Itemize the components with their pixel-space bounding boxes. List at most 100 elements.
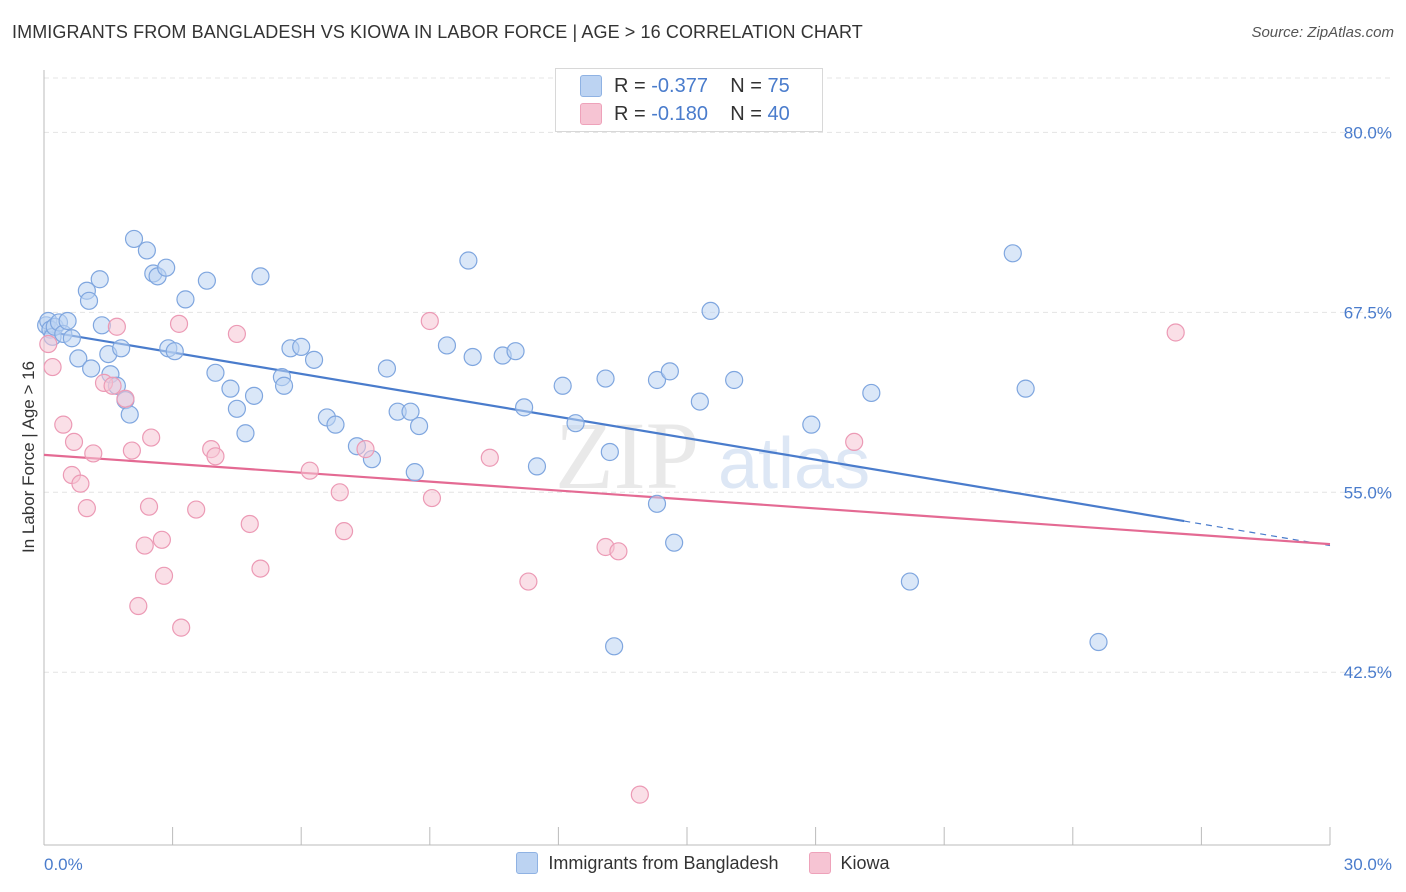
- correlation-legend: R = -0.377 N = 75 R = -0.180 N = 40: [555, 68, 823, 132]
- legend-item-bangladesh: Immigrants from Bangladesh: [516, 852, 779, 874]
- point-kiowa: [480, 448, 499, 467]
- point-bangladesh: [165, 342, 184, 361]
- point-bangladesh: [197, 271, 216, 290]
- legend-label-kiowa: Kiowa: [840, 852, 890, 873]
- point-bangladesh: [665, 533, 684, 552]
- point-bangladesh: [647, 494, 667, 513]
- point-kiowa: [240, 514, 259, 534]
- point-bangladesh: [647, 370, 667, 390]
- point-bangladesh: [244, 386, 264, 405]
- point-bangladesh: [701, 301, 720, 320]
- point-kiowa: [152, 530, 171, 549]
- point-bangladesh: [802, 415, 821, 434]
- point-kiowa: [71, 474, 90, 493]
- trend-lines: [43, 329, 1331, 547]
- legend-r-value: -0.180: [651, 102, 708, 125]
- chart-title: IMMIGRANTS FROM BANGLADESH VS KIOWA IN L…: [12, 22, 863, 42]
- point-kiowa: [103, 376, 122, 395]
- point-bangladesh: [900, 572, 920, 591]
- point-bangladesh: [251, 267, 270, 286]
- point-bangladesh: [459, 251, 478, 270]
- point-bangladesh: [605, 637, 624, 656]
- point-kiowa: [519, 572, 538, 591]
- point-bangladesh: [409, 416, 429, 436]
- gridlines: [44, 77, 1392, 673]
- point-bangladesh: [120, 405, 139, 424]
- point-bangladesh: [506, 342, 525, 361]
- legend-row-bangladesh: R = -0.377 N = 75: [580, 73, 790, 99]
- point-kiowa: [135, 536, 154, 555]
- point-bangladesh: [1016, 379, 1035, 398]
- point-bangladesh: [566, 414, 585, 433]
- point-kiowa: [187, 500, 206, 519]
- point-kiowa: [172, 618, 191, 637]
- axis-labels: 42.5% 55.0% 67.5% 80.0% 0.0% 30.0%: [44, 123, 1392, 874]
- point-kiowa: [422, 488, 442, 508]
- point-kiowa: [1166, 323, 1185, 342]
- point-bangladesh: [862, 383, 881, 403]
- point-kiowa: [300, 461, 319, 480]
- source-label: Source: ZipAtlas.com: [1251, 24, 1394, 41]
- point-kiowa: [142, 428, 161, 447]
- legend-label-bangladesh: Immigrants from Bangladesh: [548, 852, 779, 873]
- point-bangladesh: [463, 347, 482, 367]
- point-bangladesh: [58, 311, 77, 331]
- legend-r-label: R =: [614, 74, 646, 97]
- point-kiowa: [84, 444, 103, 463]
- legend-swatch-bangladesh: [516, 852, 539, 874]
- point-kiowa: [206, 447, 225, 466]
- point-bangladesh: [206, 363, 225, 382]
- point-bangladesh: [553, 376, 572, 395]
- point-bangladesh: [600, 442, 619, 462]
- trend-line-kiowa: [43, 453, 1331, 546]
- point-kiowa: [330, 483, 349, 502]
- point-kiowa: [107, 317, 126, 336]
- point-bangladesh: [221, 379, 240, 398]
- legend-n-label: N =: [730, 74, 762, 97]
- point-bangladesh: [596, 369, 615, 388]
- legend-row-kiowa: R = -0.180 N = 40: [580, 101, 790, 127]
- y-tick-label: 80.0%: [1344, 123, 1392, 142]
- y-tick-label: 55.0%: [1344, 483, 1392, 502]
- point-bangladesh: [405, 463, 424, 482]
- point-kiowa: [64, 432, 84, 452]
- point-kiowa: [609, 542, 628, 561]
- point-kiowa: [43, 357, 62, 377]
- legend-n-value: 40: [767, 102, 790, 125]
- y-tick-label: 42.5%: [1344, 663, 1392, 682]
- legend-n-value: 75: [767, 74, 790, 97]
- point-bangladesh: [137, 241, 156, 260]
- point-bangladesh: [377, 359, 397, 378]
- point-bangladesh: [725, 370, 744, 390]
- point-bangladesh: [660, 362, 679, 381]
- point-kiowa: [227, 324, 246, 344]
- y-tick-label: 67.5%: [1344, 303, 1392, 322]
- point-kiowa: [420, 311, 439, 331]
- point-bangladesh: [112, 339, 131, 358]
- point-kiowa: [356, 440, 375, 459]
- point-bangladesh: [326, 415, 345, 434]
- data-points: [37, 229, 1185, 804]
- point-bangladesh: [304, 350, 324, 369]
- point-bangladesh: [82, 359, 101, 378]
- point-bangladesh: [79, 291, 99, 310]
- point-bangladesh: [69, 349, 88, 368]
- point-kiowa: [77, 499, 96, 518]
- legend-r-value: -0.377: [651, 74, 708, 97]
- point-bangladesh: [124, 229, 144, 249]
- trend-line-bangladesh: [43, 329, 1185, 523]
- point-bangladesh: [1003, 244, 1022, 263]
- point-bangladesh: [527, 457, 547, 476]
- series-legend: Immigrants from Bangladesh Kiowa: [0, 852, 1406, 874]
- x-tick-label: 0.0%: [44, 855, 83, 874]
- point-kiowa: [334, 522, 354, 541]
- legend-n-label: N =: [730, 102, 762, 125]
- legend-swatch-kiowa: [580, 103, 602, 125]
- point-kiowa: [169, 314, 189, 333]
- legend-r-label: R =: [614, 102, 646, 125]
- axes: [43, 70, 1331, 846]
- point-kiowa: [139, 497, 159, 516]
- point-bangladesh: [515, 398, 534, 417]
- point-bangladesh: [437, 336, 457, 355]
